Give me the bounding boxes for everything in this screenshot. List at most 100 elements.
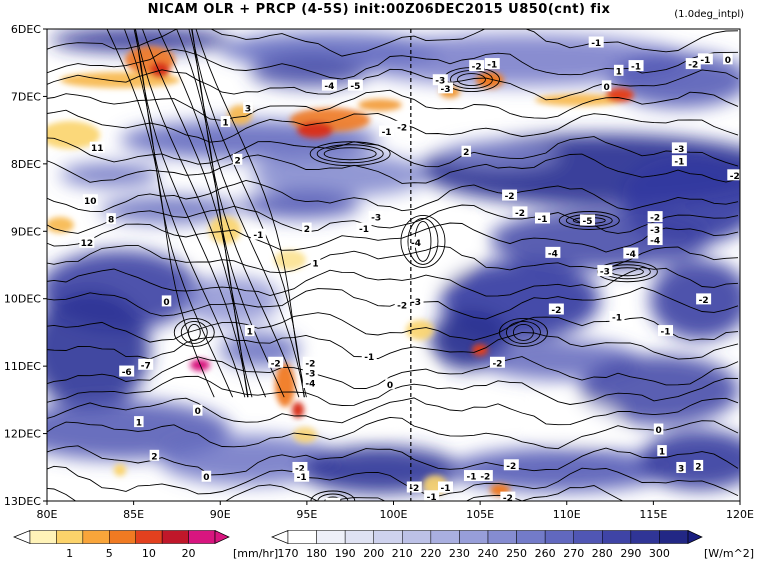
- contour-label: -4: [411, 239, 421, 249]
- precip-colorbar: 1 5 10 20 [mm/hr]: [13, 529, 278, 560]
- contour-label: -5: [583, 217, 593, 227]
- contour-label: 8: [108, 216, 114, 226]
- x-tick-label: 105E: [466, 508, 494, 521]
- precip-colorbar-high-arrow: [214, 529, 230, 545]
- precip-colorbar-bin: [188, 530, 216, 544]
- contour-label: 1: [222, 119, 228, 129]
- x-tick-label: 100E: [380, 508, 408, 521]
- contour-label: -2: [551, 306, 561, 316]
- contour-label-bg: [294, 470, 310, 482]
- contour-label: 3: [245, 104, 251, 114]
- contour-line: [47, 267, 739, 297]
- contour-line: [47, 356, 739, 389]
- contour-label: -2: [506, 462, 516, 472]
- contour-loop: [505, 320, 541, 344]
- contour-line: [47, 375, 739, 406]
- olr-field: [47, 29, 740, 494]
- contour-label-bg: [588, 36, 604, 48]
- olr-colorbar-tick: 170: [278, 547, 299, 560]
- precip-colorbar-tick: 20: [182, 547, 196, 560]
- contour-label: 4: [702, 508, 708, 518]
- contour-label: 2: [304, 225, 310, 235]
- x-tick-label: 90E: [210, 508, 231, 521]
- contour-label-bg: [597, 265, 613, 277]
- olr-colorbar-tick: 200: [363, 547, 384, 560]
- contour-label-bg: [192, 404, 203, 416]
- contour-label: -2: [505, 192, 515, 202]
- contour-label-bg: [671, 142, 687, 154]
- contour-label: -4: [548, 249, 558, 259]
- contour-line: [47, 68, 739, 101]
- olr-colorbar-bin: [573, 530, 603, 544]
- y-tick-label: 12DEC: [4, 428, 41, 441]
- contour-label: 1: [312, 259, 318, 269]
- contour-label-bg: [232, 153, 243, 165]
- contour-label-bg: [321, 79, 337, 91]
- contour-label-bg: [580, 214, 596, 226]
- y-tick-label: 13DEC: [4, 495, 41, 508]
- contour-label: -4: [626, 250, 636, 260]
- contour-label-bg: [394, 298, 410, 310]
- contour-line: [157, 29, 267, 398]
- olr-colorbar-bin: [373, 530, 403, 544]
- contour-label: -2: [397, 123, 407, 133]
- y-tick-label: 8DEC: [11, 158, 41, 171]
- olr-colorbar-bin: [516, 530, 546, 544]
- contour-line: [191, 29, 305, 398]
- y-tick-label: 10DEC: [4, 293, 41, 306]
- contour-label-bg: [379, 125, 395, 137]
- contour-label-bg: [657, 445, 667, 457]
- contour-line: [47, 416, 739, 450]
- y-axis: 6DEC 7DEC 8DEC 9DEC 10DEC 11DEC 12DEC 13DEC: [4, 23, 47, 508]
- contour-label-bg: [394, 120, 410, 132]
- precip-colorbar-bin: [135, 530, 163, 544]
- contour-label: -6: [122, 368, 132, 378]
- olr-colorbar: 170 180 190 200 210 220 230 240 250 260 270 280 290 3…: [271, 529, 754, 560]
- contour-label-bg: [548, 303, 564, 315]
- contour-label: -3: [371, 214, 381, 224]
- contour-label-bg: [701, 506, 711, 517]
- contour-label-bg: [408, 236, 424, 248]
- contour-label-bg: [658, 325, 674, 337]
- contour-label-bg: [437, 82, 453, 94]
- contour-label-bg: [653, 423, 664, 435]
- contour-line: [134, 29, 249, 398]
- contour-line: [176, 29, 285, 398]
- contour-label: -2: [515, 209, 525, 219]
- olr-colorbar-tick: 250: [506, 547, 527, 560]
- contour-label-bg: [647, 223, 663, 235]
- contour-label-bg: [268, 356, 284, 368]
- contour-label-bg: [647, 234, 663, 246]
- contour-loop: [323, 147, 377, 161]
- contour-label-bg: [250, 228, 266, 240]
- contour-label-bg: [201, 470, 212, 482]
- contour-label-bg: [469, 60, 485, 72]
- contour-label: 2: [463, 148, 469, 158]
- contour-label: -2: [688, 61, 698, 71]
- olr-colorbar-tick: 280: [592, 547, 613, 560]
- contour-label: 0: [195, 407, 201, 417]
- olr-colorbar-tick: 260: [535, 547, 556, 560]
- contour-label: -1: [487, 61, 497, 71]
- contour-label-bg: [671, 155, 687, 167]
- contour-loop: [317, 493, 349, 501]
- olr-colorbar-tick: 270: [563, 547, 584, 560]
- contour-label: -7: [141, 361, 151, 371]
- contour-loop: [309, 141, 391, 167]
- contour-label-bg: [302, 366, 318, 378]
- contour-label: -1: [591, 39, 601, 49]
- olr-colorbar-tick: 190: [335, 547, 356, 560]
- contour-label-bg: [512, 206, 528, 218]
- contour-label-bg: [437, 481, 453, 493]
- contour-label-bg: [134, 416, 144, 428]
- contour-label-bg: [693, 459, 704, 471]
- contour-line: [141, 29, 253, 398]
- contour-label-bg: [461, 145, 472, 157]
- contour-loop: [400, 214, 446, 268]
- olr-colorbar-bin: [287, 530, 317, 544]
- contour-line: [47, 136, 739, 168]
- contour-label: -5: [350, 82, 360, 92]
- contour-label-bg: [545, 246, 561, 258]
- contour-line: [134, 29, 249, 398]
- contour-label-bg: [502, 189, 518, 201]
